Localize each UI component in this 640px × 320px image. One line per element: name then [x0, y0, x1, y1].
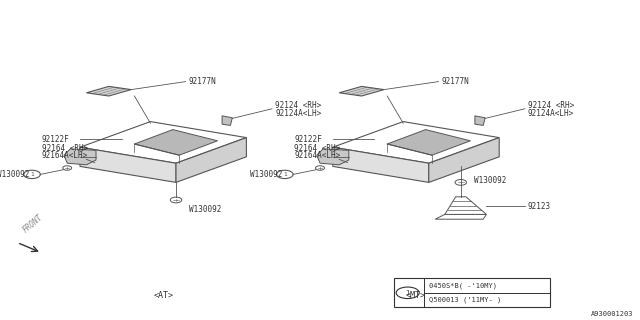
Polygon shape — [80, 122, 246, 163]
Circle shape — [276, 170, 293, 179]
Bar — [394, 278, 550, 307]
Text: W130092: W130092 — [0, 170, 29, 179]
Polygon shape — [176, 138, 246, 182]
Text: 92164A<LH>: 92164A<LH> — [294, 151, 340, 160]
Polygon shape — [387, 130, 470, 155]
Text: W130092: W130092 — [474, 176, 506, 185]
Polygon shape — [86, 86, 131, 96]
Polygon shape — [339, 86, 384, 96]
Text: <AT>: <AT> — [153, 292, 173, 300]
Text: 1: 1 — [283, 172, 287, 177]
Text: 92124A<LH>: 92124A<LH> — [528, 109, 574, 118]
Text: 92124 <RH>: 92124 <RH> — [528, 101, 574, 110]
Circle shape — [63, 166, 72, 170]
Polygon shape — [429, 138, 499, 182]
Text: Q500013 ('11MY- ): Q500013 ('11MY- ) — [429, 297, 501, 303]
Text: 1: 1 — [30, 172, 34, 177]
Circle shape — [396, 287, 419, 299]
Text: 92164 <RH>: 92164 <RH> — [42, 144, 88, 153]
Text: 92122F: 92122F — [294, 135, 322, 144]
Circle shape — [24, 170, 40, 179]
Polygon shape — [317, 149, 349, 165]
Text: 92177N: 92177N — [189, 77, 216, 86]
Polygon shape — [134, 130, 218, 155]
Polygon shape — [64, 149, 96, 165]
Text: W130092: W130092 — [250, 170, 282, 179]
Text: 92164 <RH>: 92164 <RH> — [294, 144, 340, 153]
Text: FRONT: FRONT — [21, 213, 44, 235]
Text: 1: 1 — [405, 290, 410, 296]
Circle shape — [170, 197, 182, 203]
Polygon shape — [333, 147, 429, 182]
Polygon shape — [435, 214, 486, 219]
Text: 0450S*B( -'10MY): 0450S*B( -'10MY) — [429, 282, 497, 289]
Circle shape — [316, 166, 324, 170]
Polygon shape — [475, 116, 485, 125]
Polygon shape — [333, 122, 499, 163]
Text: 92123: 92123 — [528, 202, 551, 211]
Text: 92177N: 92177N — [442, 77, 469, 86]
Text: 92164A<LH>: 92164A<LH> — [42, 151, 88, 160]
Text: A930001203: A930001203 — [591, 311, 634, 317]
Text: <MT>: <MT> — [406, 292, 426, 300]
Polygon shape — [80, 147, 176, 182]
Text: 92124 <RH>: 92124 <RH> — [275, 101, 321, 110]
Circle shape — [455, 180, 467, 185]
Polygon shape — [222, 116, 232, 125]
Polygon shape — [445, 197, 486, 214]
Text: 92122F: 92122F — [42, 135, 69, 144]
Text: W130092: W130092 — [189, 205, 221, 214]
Text: 92124A<LH>: 92124A<LH> — [275, 109, 321, 118]
